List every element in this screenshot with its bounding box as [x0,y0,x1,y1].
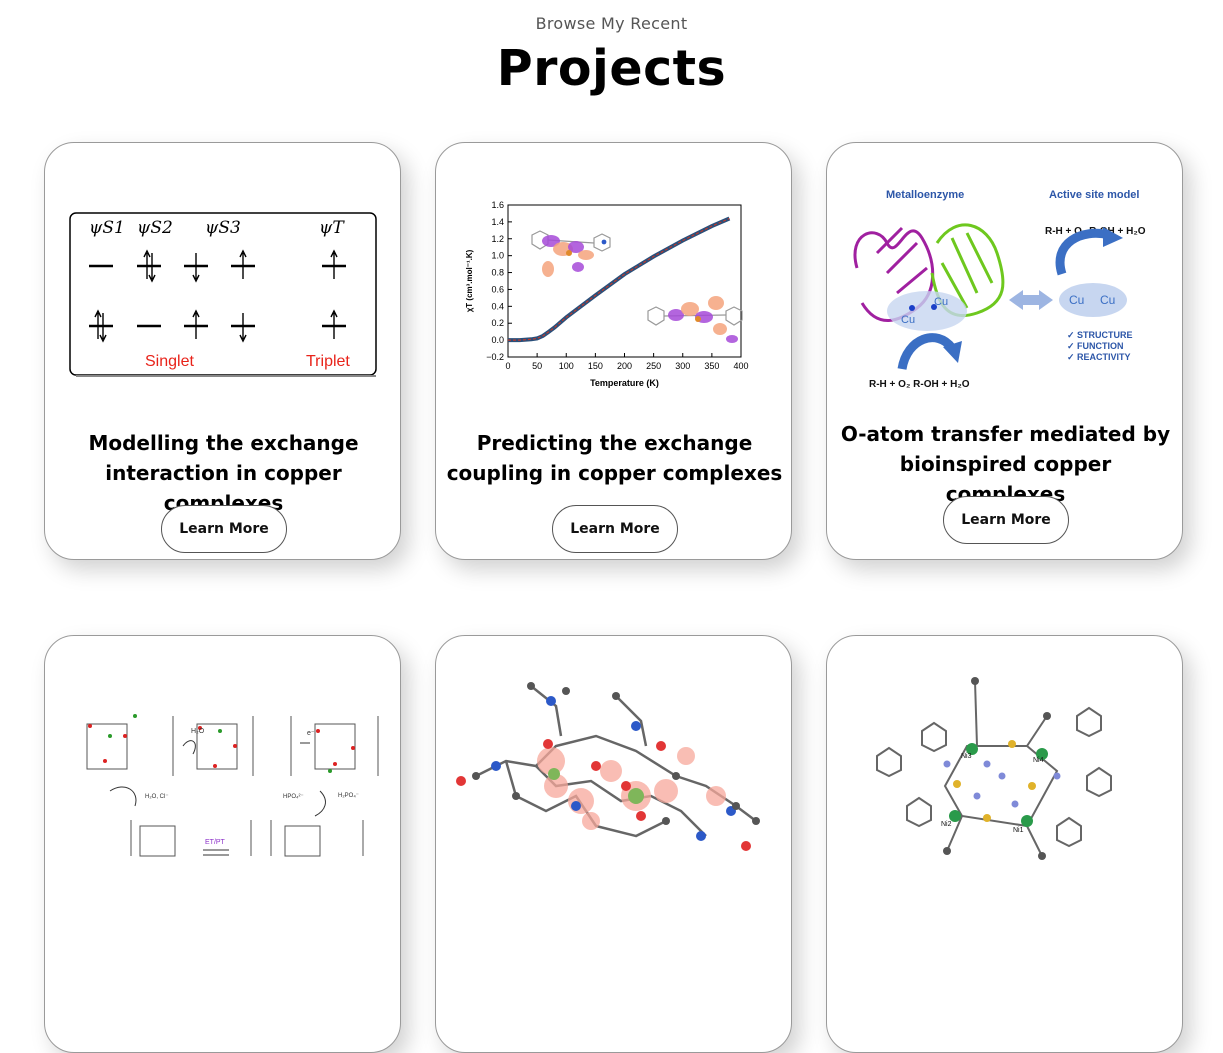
scheme-label: H₂PO₄⁻ [338,793,359,799]
orbital-diagram-image: ψS1 ψS2 ψS3 ψT [69,212,377,377]
project-card-molecular-structure [435,635,792,1053]
y-tick-label: 0.8 [491,268,504,278]
y-tick-label: 0.6 [491,284,504,294]
x-tick-label: 250 [646,361,661,371]
scheme-label: ET/PT [205,839,226,846]
y-tick-label: 1.6 [491,200,504,210]
x-tick-label: 150 [588,361,603,371]
project-title: O-atom transfer mediated by bioinspired … [840,422,1171,506]
y-axis-label: χT (cm³.mol⁻¹.K) [465,249,474,312]
section-subtitle: Browse My Recent [535,14,688,33]
cu-label: Cu [1069,293,1084,307]
checklist-item: ✓ STRUCTURE [1067,330,1133,340]
orbital-label: ψS1 [89,218,125,238]
y-tick-label: 0.0 [491,335,504,345]
project-title: Predicting the exchange coupling in copp… [446,431,783,485]
molecular-structure-image [456,682,760,851]
y-tick-label: 1.2 [491,234,504,244]
atom-label: Ni2 [941,821,952,828]
y-tick-label: 0.2 [491,318,504,328]
section-title: Projects [496,40,727,97]
project-card-reaction-scheme: H₂O e⁻ H₂O, Cl⁻ HPO₄²⁻ H₂PO₄⁻ ET/PT [44,635,401,1053]
project-card-nickel-cluster: Ni3 Ni4 Ni2 Ni1 [826,635,1183,1053]
y-tick-label: 0.4 [491,301,504,311]
triplet-label: Triplet [306,353,350,370]
metalloenzyme-heading: Metalloenzyme [886,189,964,201]
scheme-label: HPO₄²⁻ [283,794,304,800]
cu-label: Cu [934,296,948,308]
project-card-exchange-interaction: ψS1 ψS2 ψS3 ψT [44,142,401,560]
scheme-label: H₂O [191,728,205,735]
learn-more-button[interactable]: Learn More [552,505,678,553]
checklist-item: ✓ FUNCTION [1067,341,1124,351]
x-tick-label: 50 [532,361,542,371]
y-tick-label: 1.0 [491,251,504,261]
x-tick-label: 400 [733,361,748,371]
electron-density-lobes [537,747,726,830]
y-tick-label: −0.2 [486,352,504,362]
molecule-inset-bottom [647,296,743,343]
x-tick-label: 350 [704,361,719,371]
x-tick-label: 0 [505,361,510,371]
atom-label: Ni3 [961,753,972,760]
nickel-cluster-image: Ni3 Ni4 Ni2 Ni1 [876,677,1112,860]
scheme-label: e⁻ [307,730,315,737]
double-arrow-icon [1009,290,1053,310]
singlet-label: Singlet [145,353,194,370]
learn-more-button[interactable]: Learn More [161,505,287,553]
atom-label: Ni4 [1033,757,1044,764]
orbital-label: ψS2 [137,218,173,238]
x-tick-label: 100 [559,361,574,371]
fit-series-line [508,217,730,341]
reaction-bottom: R-H + O₂ R-OH + H₂O [869,379,970,390]
orbital-label: ψS3 [205,218,241,238]
learn-more-button[interactable]: Learn More [943,496,1069,544]
orbital-label: ψT [319,218,345,238]
checklist-item: ✓ REACTIVITY [1067,352,1131,362]
data-series-line [508,216,731,343]
project-card-o-atom-transfer: Metalloenzyme Active site model Cu Cu Cu… [826,142,1183,560]
cu-label: Cu [1100,293,1115,307]
project-card-exchange-coupling: 0 50 100 150 200 250 300 350 400 −0.2 0.0 0.2 0.4 0.6… [435,142,792,560]
scheme-label: H₂O, Cl⁻ [145,794,169,800]
molecule-inset-top [531,230,611,277]
x-axis-label: Temperature (K) [590,378,659,388]
chi-t-temperature-chart: 0 50 100 150 200 250 300 350 400 −0.2 0.0 0.2 0.4 0.6… [465,200,749,388]
reaction-scheme-image: H₂O e⁻ H₂O, Cl⁻ HPO₄²⁻ H₂PO₄⁻ ET/PT [86,714,379,857]
y-tick-label: 1.4 [491,217,504,227]
cu-label: Cu [901,314,915,326]
atom-label: Ni1 [1013,827,1024,834]
x-tick-label: 200 [617,361,632,371]
x-tick-label: 300 [675,361,690,371]
metalloenzyme-scheme-image: Metalloenzyme Active site model Cu Cu Cu… [853,189,1146,390]
active-site-heading: Active site model [1049,189,1139,201]
